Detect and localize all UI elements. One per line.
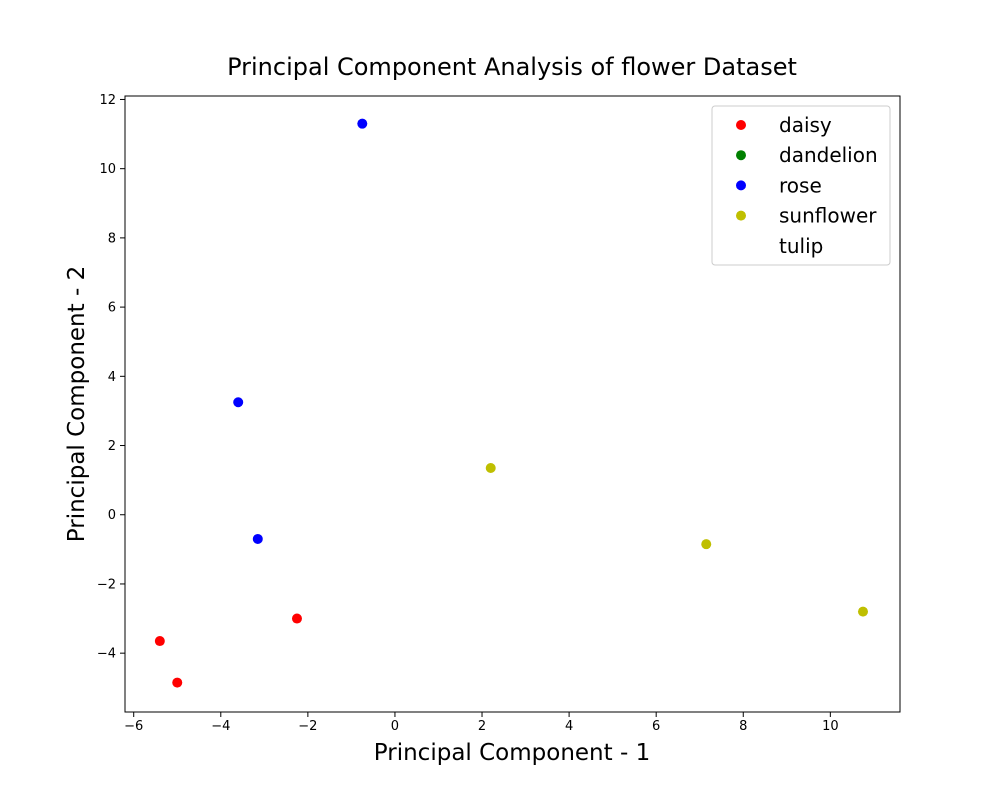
y-tick-label: 6 [108, 301, 116, 316]
legend-marker-rose [736, 180, 746, 191]
y-tick-label: 10 [99, 162, 116, 177]
legend-label-tulip: tulip [779, 234, 823, 258]
y-tick-label: −4 [97, 647, 116, 662]
legend-marker-tulip [736, 240, 746, 251]
x-tick-label: −6 [124, 719, 143, 734]
data-point-daisy [291, 613, 302, 624]
data-point-sunflower [701, 539, 712, 550]
x-axis-label: Principal Component - 1 [374, 740, 650, 766]
y-tick-label: 4 [108, 370, 116, 385]
legend-marker-daisy [736, 120, 746, 130]
y-axis: −4 −2 0 2 4 6 8 10 12 [97, 93, 125, 662]
legend-marker-sunflower [736, 210, 746, 221]
data-point-rose [233, 397, 244, 408]
y-tick-label: 12 [99, 93, 116, 108]
legend-label-sunflower: sunflower [779, 204, 877, 228]
data-point-rose [357, 118, 368, 129]
y-tick-label: 0 [108, 508, 116, 523]
data-point-sunflower [485, 463, 496, 474]
chart-title: Principal Component Analysis of flower D… [227, 53, 797, 81]
x-axis: −6 −4 −2 0 2 4 6 8 10 [124, 712, 839, 734]
data-point-sunflower [857, 606, 868, 617]
legend-label-daisy: daisy [779, 113, 832, 137]
y-tick-label: 8 [108, 231, 116, 246]
x-tick-label: 4 [565, 719, 573, 734]
y-tick-label: −2 [97, 577, 116, 592]
legend-label-rose: rose [779, 173, 822, 197]
data-point-daisy [154, 636, 165, 647]
x-tick-label: 10 [822, 719, 839, 734]
x-tick-label: −2 [298, 719, 317, 734]
legend-frame [711, 105, 891, 266]
y-tick-label: 2 [108, 439, 116, 454]
x-tick-label: 0 [391, 719, 399, 734]
y-axis-label: Principal Component - 2 [64, 266, 90, 542]
x-tick-label: 2 [478, 719, 486, 734]
plot-area-frame [124, 95, 901, 713]
x-tick-label: 8 [739, 719, 747, 734]
x-tick-label: 6 [652, 719, 660, 734]
data-point-rose [252, 533, 263, 544]
legend-marker-dandelion [736, 150, 746, 161]
legend-label-dandelion: dandelion [779, 143, 878, 167]
legend: daisy dandelion rose sunflower tulip [711, 105, 891, 266]
data-point-daisy [172, 677, 183, 688]
x-tick-label: −4 [211, 719, 230, 734]
